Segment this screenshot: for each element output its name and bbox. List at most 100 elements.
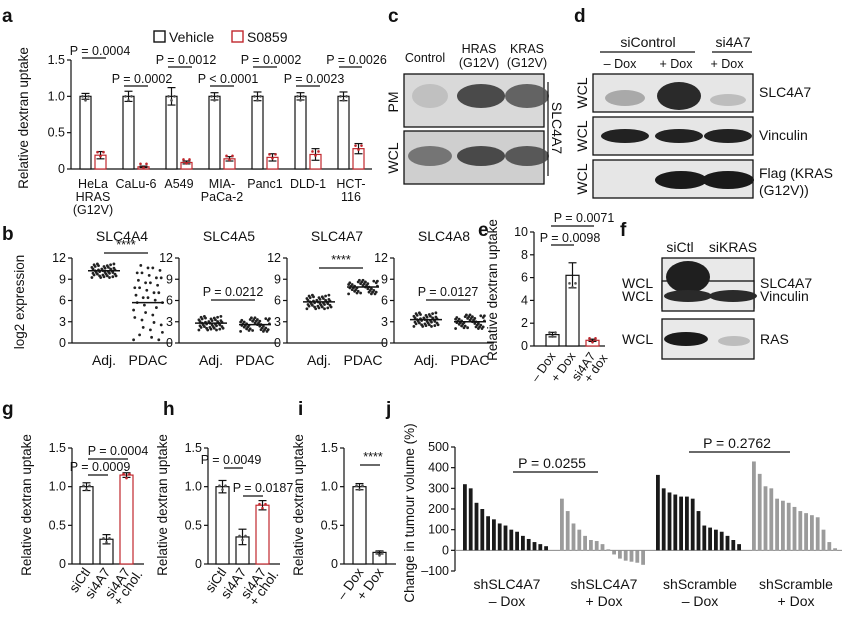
panel-b-point-pdac <box>144 281 148 285</box>
panel-e-pvalue: P = 0.0071 <box>554 211 615 225</box>
panel-h-y-tick-label: 1.0 <box>185 480 202 494</box>
bar-vehicle-dot <box>170 99 173 102</box>
panel-b-point-adj <box>219 314 223 318</box>
panel-b-point-pdac <box>473 322 477 325</box>
panel-g-y-tick-label: 1.0 <box>49 480 66 494</box>
panel-b-point-adj <box>216 315 220 319</box>
panel-b-point-pdac <box>151 266 155 270</box>
panel-h-bar-dot <box>224 484 227 487</box>
panel-f-row-label: WCL <box>622 288 653 304</box>
bar-vehicle-dot <box>216 95 219 98</box>
panel-j-bar <box>821 529 826 551</box>
panel-b-point-pdac <box>147 273 151 277</box>
panel-b1-y-tick-label: 3 <box>166 315 173 329</box>
panel-c-col-label: KRAS <box>510 42 544 56</box>
panel-j-pvalue: P = 0.2762 <box>703 435 771 451</box>
panel-b-point-pdac <box>141 296 145 300</box>
bar-s0859-dot <box>360 144 363 147</box>
panel-b-point-adj <box>215 328 218 332</box>
panel-b-point-pdac <box>474 325 478 329</box>
bar-s0859-dot <box>268 153 271 156</box>
panel-j-bar <box>612 550 616 555</box>
panel-b-point-pdac <box>143 303 146 307</box>
panel-b-point-adj <box>212 316 216 320</box>
panel-b-ylabel: log2 expression <box>12 255 27 350</box>
panel-a-x-label: PaCa-2 <box>201 190 243 204</box>
bar-vehicle <box>79 95 92 170</box>
panel-c-col-label: HRAS <box>462 42 497 56</box>
panel-b-point-pdac <box>366 287 370 291</box>
bar-vehicle-dot <box>127 99 130 102</box>
panel-b-point-pdac <box>134 293 138 297</box>
panel-j-bar <box>719 531 724 551</box>
panel-label-e: e <box>478 220 489 241</box>
panel-b-pvalue: **** <box>116 238 136 252</box>
panel-j-bar <box>815 517 820 551</box>
panel-b-point-pdac <box>145 288 149 292</box>
panel-b-point-adj <box>434 315 438 319</box>
panel-e-y-tick-label: 4 <box>521 293 528 307</box>
panel-g-bar-dot <box>105 540 108 544</box>
panel-j-bar <box>781 500 785 551</box>
panel-label-a: a <box>2 6 13 27</box>
panel-b-point-pdac <box>135 271 139 275</box>
panel-b-point-pdac <box>350 288 354 291</box>
panel-j-bar <box>463 484 467 551</box>
panel-b-point-pdac <box>140 271 144 275</box>
panel-h-bar-dot <box>244 534 247 538</box>
panel-b-point-adj <box>430 325 433 328</box>
panel-j-bar <box>685 496 689 551</box>
panel-b-gene-title: SLC4A5 <box>203 228 255 244</box>
panel-i-bar <box>352 486 367 565</box>
bar-vehicle-dot <box>210 95 213 98</box>
panel-j-group-label: – Dox <box>682 593 719 609</box>
panel-e-bar-dot <box>571 286 574 289</box>
panel-b-point-pdac <box>140 318 144 322</box>
panel-j-bar <box>786 502 791 551</box>
panel-h-pvalue: P = 0.0049 <box>201 453 262 467</box>
panel-a-ylabel: Relative dextran uptake <box>16 47 31 189</box>
panel-a-x-label: MIA- <box>209 177 235 191</box>
bar-s0859-dot <box>145 162 148 166</box>
panel-e-y-tick-label: 10 <box>514 225 528 239</box>
panel-b-point-adj <box>413 320 417 324</box>
panel-b-point-adj <box>101 273 105 277</box>
panel-b-point-pdac <box>149 281 152 285</box>
panel-g-y-tick-label: 0.5 <box>49 518 66 532</box>
panel-d-col-label: + Dox <box>659 57 693 71</box>
panel-f-band-slc4a7 <box>666 261 710 293</box>
panel-a-x-label: (G12V) <box>73 203 113 217</box>
panel-b-point-pdac <box>359 282 362 286</box>
panel-f-band-ras <box>664 332 708 346</box>
panel-b-point-pdac <box>265 329 269 333</box>
panel-b-point-pdac <box>374 281 378 285</box>
panel-e-y-tick-label: 0 <box>521 339 528 353</box>
panel-b-point-adj <box>311 293 314 297</box>
bar-s0859-dot <box>228 158 231 162</box>
panel-j-bar <box>792 506 797 551</box>
panel-j-bar <box>763 486 768 551</box>
bar-vehicle <box>294 95 307 170</box>
panel-j-bar <box>474 502 479 551</box>
panel-b2-y-tick-label: 9 <box>274 272 281 286</box>
panel-c-band-wcl <box>457 146 505 166</box>
bar-vehicle-dot <box>167 95 170 98</box>
bar-s0859-dot <box>357 148 360 151</box>
panel-b-x-label: PDAC <box>451 352 490 368</box>
panel-b-x-label: PDAC <box>236 352 275 368</box>
panel-b-x-label: PDAC <box>344 352 383 368</box>
bar-s0859-dot <box>271 157 274 160</box>
panel-j-bar <box>532 542 537 551</box>
bar-vehicle <box>122 95 135 170</box>
panel-e-bar-dot <box>554 331 557 334</box>
panel-b-point-adj <box>112 266 116 270</box>
bar-vehicle-dot <box>124 95 127 98</box>
panel-b-point-pdac <box>479 314 483 318</box>
panel-b-point-pdac <box>481 316 485 319</box>
bar-vehicle-dot <box>84 99 87 102</box>
panel-j-bar <box>696 511 701 551</box>
panel-b-point-adj <box>112 262 116 266</box>
panel-j-group-label: shScramble <box>663 576 737 592</box>
panel-label-h: h <box>163 399 175 420</box>
panel-e-ylabel: Relative dextran uptake <box>485 219 500 361</box>
